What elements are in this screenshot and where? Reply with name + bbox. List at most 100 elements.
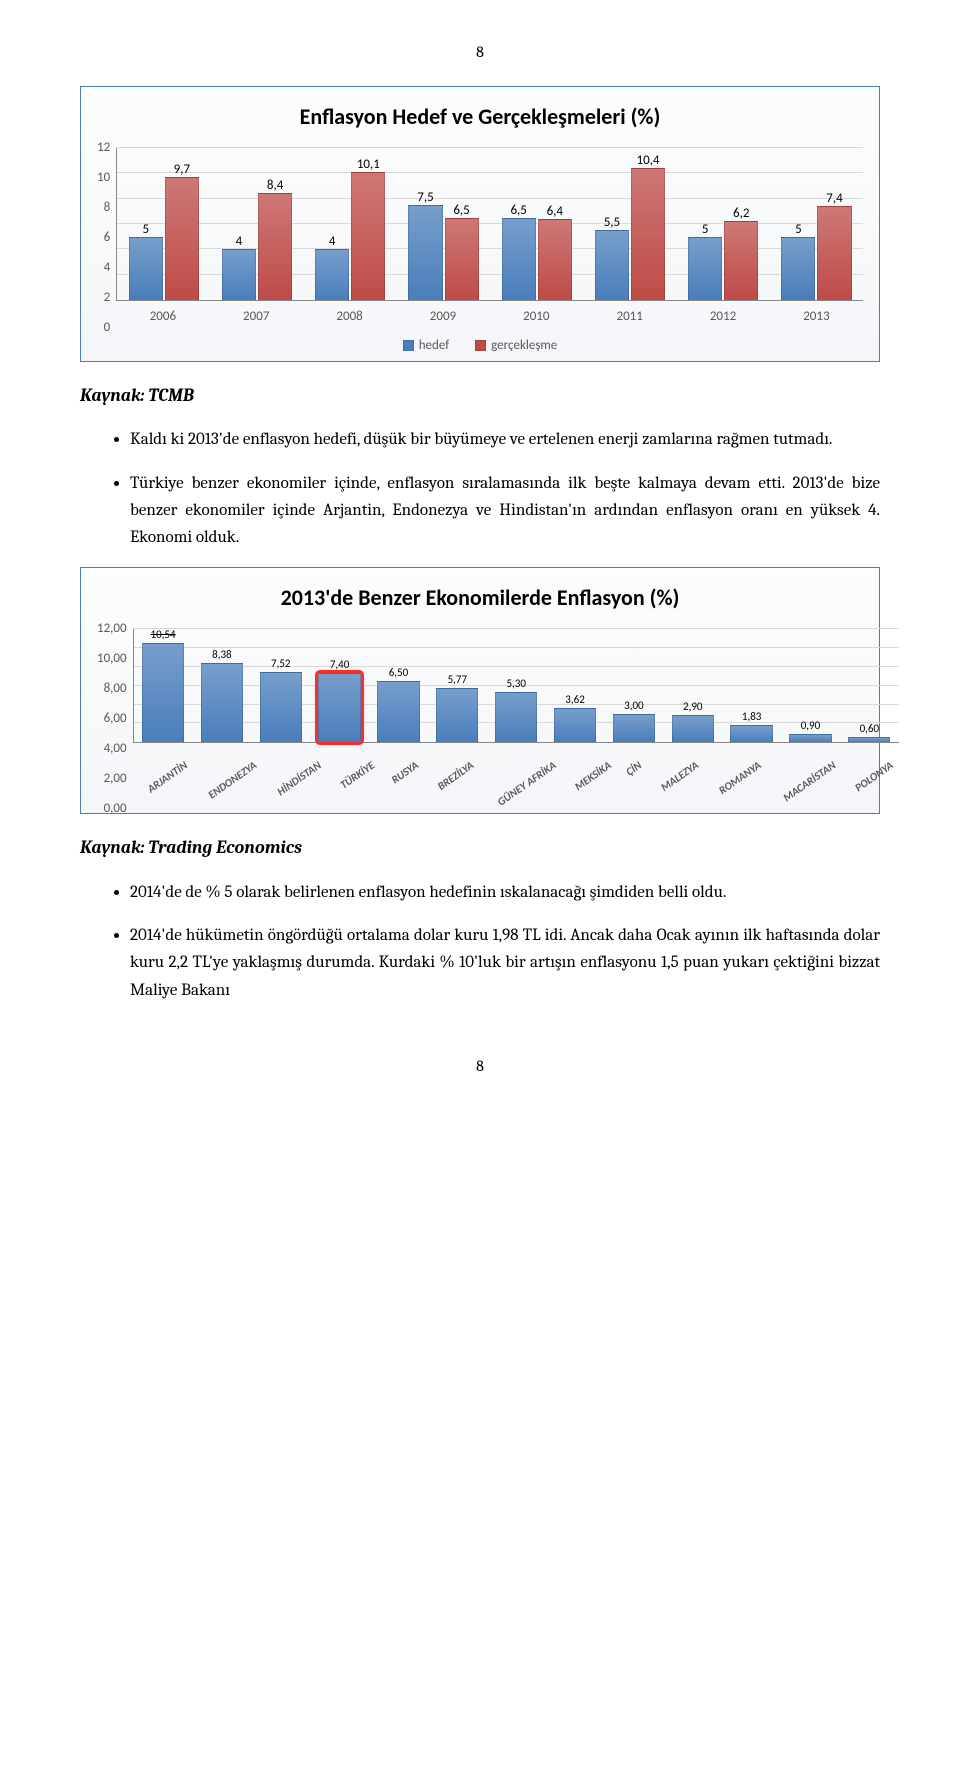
bar-value-label: 0,60 bbox=[849, 720, 889, 738]
bar: 1,83 bbox=[730, 725, 772, 742]
bar-gerçekleşme: 7,4 bbox=[817, 206, 851, 300]
bar-value-label: 2,90 bbox=[673, 698, 713, 716]
bar: 5,30 bbox=[495, 692, 537, 742]
bar: 3,00 bbox=[613, 714, 655, 742]
bullet-list-1: Kaldı ki 2013'de enflasyon hedefi, düşük… bbox=[80, 426, 880, 551]
bar: 0,60 bbox=[848, 737, 890, 743]
x-tick-label: 2007 bbox=[210, 307, 303, 328]
bar-value-label: 1,83 bbox=[731, 708, 771, 726]
bar-gerçekleşme: 6,2 bbox=[724, 221, 758, 300]
bar-group: 56,2 bbox=[677, 148, 770, 300]
bar-group: 7,56,5 bbox=[397, 148, 490, 300]
bar-group: 8,38 bbox=[192, 629, 251, 742]
chart2-title: 2013'de Benzer Ekonomilerde Enflasyon (%… bbox=[97, 580, 863, 615]
source-tcmb: Kaynak: TCMB bbox=[80, 382, 880, 411]
bar-group: 5,510,4 bbox=[583, 148, 676, 300]
bar: 0,90 bbox=[789, 734, 831, 742]
bar-value-label: 5,30 bbox=[496, 675, 536, 693]
x-tick-label: 2006 bbox=[116, 307, 209, 328]
bar-hedef: 7,5 bbox=[408, 205, 442, 300]
x-tick-label: 2011 bbox=[583, 307, 676, 328]
bar: 7,40 bbox=[318, 673, 360, 743]
bar-group: 7,52 bbox=[251, 629, 310, 742]
bar-value-label: 10,54 bbox=[143, 626, 183, 644]
bar-hedef: 5 bbox=[781, 237, 815, 300]
bar-value-label: 4 bbox=[223, 232, 255, 253]
bar-group: 3,62 bbox=[546, 629, 605, 742]
bar-gerçekleşme: 6,5 bbox=[445, 218, 479, 300]
bar: 6,50 bbox=[377, 681, 419, 742]
bar-group: 0,90 bbox=[781, 629, 840, 742]
x-tick-label: 2012 bbox=[676, 307, 769, 328]
x-tick-label: 2010 bbox=[490, 307, 583, 328]
bar-value-label: 0,90 bbox=[790, 717, 830, 735]
bar-value-label: 5 bbox=[782, 220, 814, 241]
bar-hedef: 4 bbox=[222, 249, 256, 300]
page-number-top: 8 bbox=[80, 40, 880, 66]
bar-hedef: 4 bbox=[315, 249, 349, 300]
bar-value-label: 5 bbox=[689, 220, 721, 241]
bar: 7,52 bbox=[260, 672, 302, 743]
bar-value-label: 7,4 bbox=[818, 189, 850, 210]
bar-value-label: 10,1 bbox=[352, 155, 384, 176]
bar-group: 0,60 bbox=[840, 629, 899, 742]
bullet-item: 2014'de de % 5 olarak belirlenen enflasy… bbox=[130, 879, 880, 906]
bar-value-label: 5,5 bbox=[596, 213, 628, 234]
bar-group: 1,83 bbox=[722, 629, 781, 742]
bar-hedef: 5 bbox=[129, 237, 163, 300]
x-tick-label: GÜNEY AFRİKA bbox=[494, 749, 596, 845]
bar-group: 57,4 bbox=[770, 148, 863, 300]
bullet-list-2: 2014'de de % 5 olarak belirlenen enflasy… bbox=[80, 879, 880, 1004]
bar-group: 3,00 bbox=[604, 629, 663, 742]
bar-value-label: 5,77 bbox=[437, 671, 477, 689]
bar: 3,62 bbox=[554, 708, 596, 742]
bar-value-label: 7,52 bbox=[261, 655, 301, 673]
bar-value-label: 10,4 bbox=[632, 151, 664, 172]
bar-group: 7,40 bbox=[310, 629, 369, 742]
page-number-bottom: 8 bbox=[80, 1054, 880, 1080]
chart-inflation-target: Enflasyon Hedef ve Gerçekleşmeleri (%) 0… bbox=[80, 86, 880, 362]
bar: 8,38 bbox=[201, 663, 243, 742]
legend-item: gerçekleşme bbox=[475, 336, 557, 357]
bar-group: 6,50 bbox=[369, 629, 428, 742]
bar-gerçekleşme: 10,1 bbox=[351, 172, 385, 300]
legend-item: hedef bbox=[403, 336, 449, 357]
bar-group: 5,30 bbox=[487, 629, 546, 742]
legend-label: gerçekleşme bbox=[491, 338, 557, 353]
legend-swatch bbox=[475, 340, 486, 351]
bar: 10,54 bbox=[142, 643, 184, 742]
x-tick-label: 2008 bbox=[303, 307, 396, 328]
bar-group: 10,54 bbox=[134, 629, 193, 742]
bar-hedef: 6,5 bbox=[502, 218, 536, 300]
bar-value-label: 4 bbox=[316, 232, 348, 253]
bar-value-label: 6,4 bbox=[539, 202, 571, 223]
bar-gerçekleşme: 9,7 bbox=[165, 177, 199, 300]
bar-value-label: 5 bbox=[130, 220, 162, 241]
bar-value-label: 6,50 bbox=[378, 664, 418, 682]
bullet-item: Kaldı ki 2013'de enflasyon hedefi, düşük… bbox=[130, 426, 880, 453]
x-tick-label: 2013 bbox=[770, 307, 863, 328]
bar-group: 5,77 bbox=[428, 629, 487, 742]
bar-group: 48,4 bbox=[210, 148, 303, 300]
bar-value-label: 6,5 bbox=[446, 201, 478, 222]
bar-hedef: 5 bbox=[688, 237, 722, 300]
source-trading-economics: Kaynak: Trading Economics bbox=[80, 834, 880, 863]
bar-value-label: 7,40 bbox=[319, 656, 359, 674]
x-tick-label: POLONYA bbox=[852, 749, 934, 831]
bar: 5,77 bbox=[436, 688, 478, 742]
bar-gerçekleşme: 10,4 bbox=[631, 168, 665, 300]
bar-value-label: 7,5 bbox=[409, 188, 441, 209]
bullet-item: Türkiye benzer ekonomiler içinde, enflas… bbox=[130, 470, 880, 552]
bar: 2,90 bbox=[672, 715, 714, 742]
bar-gerçekleşme: 8,4 bbox=[258, 193, 292, 300]
bar-value-label: 3,00 bbox=[614, 697, 654, 715]
chart1-legend: hedef gerçekleşme bbox=[97, 336, 863, 357]
bar-value-label: 6,2 bbox=[725, 204, 757, 225]
bar-group: 410,1 bbox=[304, 148, 397, 300]
bar-value-label: 6,5 bbox=[503, 201, 535, 222]
legend-swatch bbox=[403, 340, 414, 351]
chart-similar-economies: 2013'de Benzer Ekonomilerde Enflasyon (%… bbox=[80, 567, 880, 814]
bar-group: 2,90 bbox=[663, 629, 722, 742]
legend-label: hedef bbox=[419, 338, 449, 353]
x-tick-label: 2009 bbox=[396, 307, 489, 328]
